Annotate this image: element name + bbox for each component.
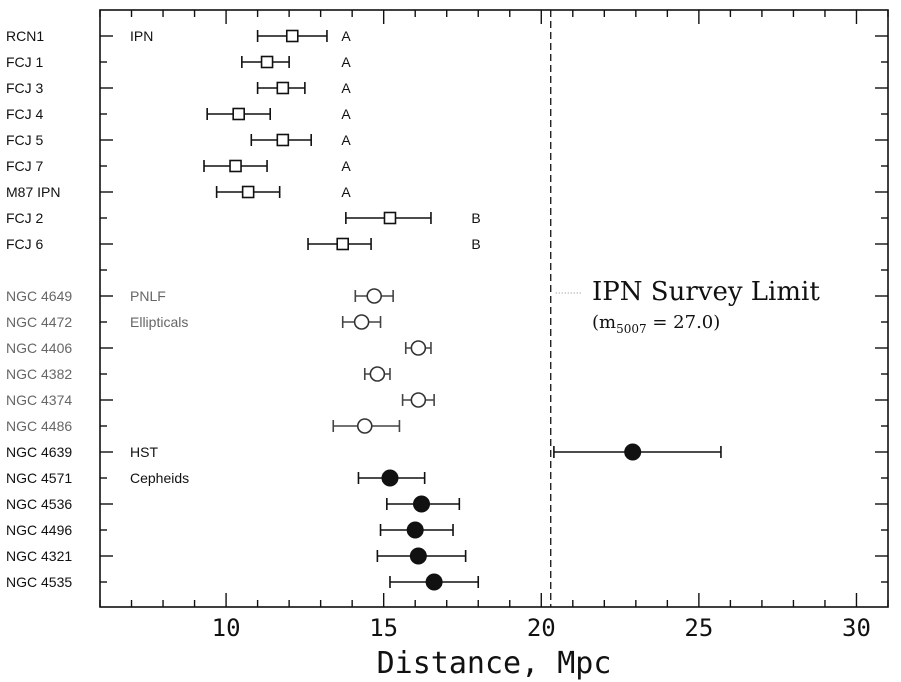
x-axis-label: Distance, Mpc [377, 646, 612, 681]
plot-frame [99, 9, 889, 608]
class-label: A [341, 132, 351, 148]
class-label: A [341, 28, 351, 44]
row-label: NGC 4649 [6, 288, 72, 304]
class-label: A [341, 54, 351, 70]
data-point-open-circle [356, 418, 373, 434]
data-point-filled-circle [624, 443, 642, 461]
data-point-square [383, 211, 397, 225]
data-point-square [276, 133, 290, 147]
class-label: A [341, 106, 351, 122]
data-point-square [276, 81, 290, 95]
data-point-square [241, 185, 255, 199]
row-label: NGC 4536 [6, 496, 72, 512]
row-labels: RCN1 FCJ 1 FCJ 3 FCJ 4 FCJ 5 FCJ 7 M87 IPN FCJ … [6, 28, 72, 590]
data-point-filled-circle [381, 469, 399, 487]
x-tick-label: 25 [684, 614, 713, 642]
group-label: HST [130, 444, 158, 460]
survey-limit-label: IPN Survey Limit [592, 277, 820, 307]
row-label: FCJ 1 [6, 54, 44, 70]
axis-ticks [99, 10, 889, 607]
row-label: NGC 4472 [6, 314, 72, 330]
data-point-filled-circle [413, 495, 431, 513]
class-label: A [341, 80, 351, 96]
survey-limit-sublabel: (m5007 = 27.0) [592, 312, 720, 336]
row-label: RCN1 [6, 28, 44, 44]
x-tick-labels: 10 15 20 25 30 [212, 614, 871, 642]
x-tick-label: 10 [212, 614, 241, 642]
row-label: FCJ 3 [6, 80, 44, 96]
x-tick-label: 15 [369, 614, 398, 642]
data-point-square [285, 29, 299, 43]
row-label: M87 IPN [6, 184, 60, 200]
data-point-square [229, 159, 242, 173]
survey-limit: IPN Survey Limit (m5007 = 27.0) [550, 10, 820, 607]
row-label: NGC 4535 [6, 574, 72, 590]
data-point-filled-circle [425, 573, 443, 591]
row-label: NGC 4406 [6, 340, 72, 356]
class-label: A [341, 158, 351, 174]
row-label: FCJ 5 [6, 132, 44, 148]
data-point-open-circle [353, 314, 370, 330]
data-point-open-circle [410, 392, 427, 408]
group-labels: IPN PNLF Ellipticals HST Cepheids [130, 28, 189, 486]
row-label: NGC 4321 [6, 548, 72, 564]
data-point-open-circle [366, 288, 383, 304]
class-label: B [471, 210, 480, 226]
row-label: NGC 4486 [6, 418, 72, 434]
row-label: NGC 4639 [6, 444, 72, 460]
x-tick-label: 20 [527, 614, 556, 642]
row-label: NGC 4571 [6, 470, 72, 486]
row-label: FCJ 2 [6, 210, 44, 226]
class-label: B [471, 236, 480, 252]
data-point-square [336, 237, 350, 251]
data-point-filled-circle [406, 521, 424, 539]
x-tick-label: 30 [842, 614, 871, 642]
row-label: FCJ 4 [6, 106, 44, 122]
data-point-square [232, 107, 245, 121]
row-label: NGC 4496 [6, 522, 72, 538]
data-marks [203, 29, 722, 591]
group-label: PNLF [130, 288, 166, 304]
group-label: Cepheids [130, 470, 189, 486]
row-label: FCJ 6 [6, 236, 44, 252]
data-point-open-circle [369, 366, 386, 382]
data-point-square [260, 55, 274, 69]
data-point-open-circle [410, 340, 427, 356]
row-label: FCJ 7 [6, 158, 44, 174]
group-label: Ellipticals [130, 314, 188, 330]
group-label: IPN [130, 28, 153, 44]
row-label: NGC 4382 [6, 366, 72, 382]
row-label: NGC 4374 [6, 392, 72, 408]
class-label: A [341, 184, 351, 200]
data-point-filled-circle [409, 547, 427, 565]
